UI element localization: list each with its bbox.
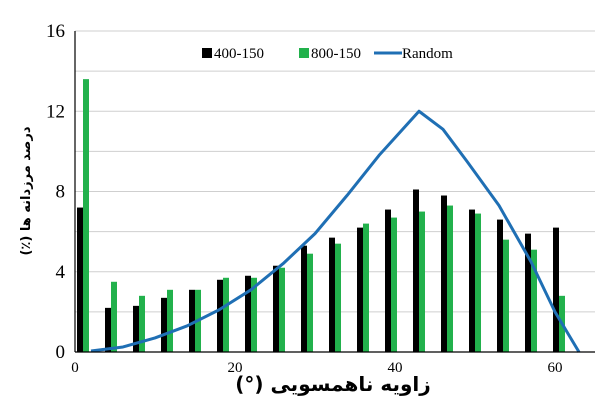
y-axis-label: درصد مرزدانه ها (٪) bbox=[19, 126, 34, 255]
y-tick-label: 8 bbox=[56, 182, 66, 203]
bar-400-150-13 bbox=[441, 195, 447, 352]
bar-400-150-17 bbox=[553, 227, 559, 352]
bar-400-150-3 bbox=[161, 297, 167, 352]
bar-800-150-14 bbox=[475, 213, 481, 352]
bar-400-150-12 bbox=[413, 189, 419, 352]
bar-800-150-11 bbox=[391, 217, 397, 352]
axes bbox=[74, 31, 595, 353]
bar-800-150-1 bbox=[111, 281, 117, 352]
bar-400-150-1 bbox=[105, 307, 111, 352]
y-tick-label: 4 bbox=[56, 262, 66, 283]
bar-400-150-5 bbox=[217, 279, 223, 352]
bar-400-150-2 bbox=[133, 305, 139, 352]
bar-400-150-9 bbox=[329, 237, 335, 352]
bar-800-150-2 bbox=[139, 295, 145, 352]
legend-swatch-400-150 bbox=[202, 48, 212, 58]
y-tick-label: 12 bbox=[46, 101, 65, 122]
lines-layer bbox=[90, 109, 581, 353]
bar-400-150-6 bbox=[245, 275, 251, 352]
bar-800-150-7 bbox=[279, 267, 285, 352]
tick-labels: 0 4 8 12 16 0 20 40 60 bbox=[46, 21, 563, 376]
bar-400-150-4 bbox=[189, 289, 195, 352]
bar-800-150-13 bbox=[447, 205, 453, 352]
x-tick-label: 60 bbox=[548, 360, 563, 376]
legend-label-800-150: 800-150 bbox=[311, 46, 361, 62]
bar-400-150-14 bbox=[469, 209, 475, 352]
x-axis-label: زاویه ناهمسویی (°) bbox=[235, 372, 431, 396]
gridlines bbox=[75, 30, 595, 313]
bars-layer bbox=[77, 79, 565, 353]
legend-swatch-800-150 bbox=[299, 48, 309, 58]
bar-400-150-7 bbox=[273, 265, 279, 352]
x-tick-label: 20 bbox=[228, 360, 243, 376]
bar-400-150-0 bbox=[77, 207, 83, 352]
bar-800-150-5 bbox=[223, 277, 229, 352]
bar-800-150-0 bbox=[83, 79, 89, 353]
bar-800-150-15 bbox=[503, 239, 509, 352]
line-Random bbox=[90, 109, 581, 353]
bar-800-150-6 bbox=[251, 277, 257, 352]
bar-800-150-10 bbox=[363, 223, 369, 352]
bar-400-150-10 bbox=[357, 227, 363, 352]
bar-800-150-9 bbox=[335, 243, 341, 352]
bar-400-150-11 bbox=[385, 209, 391, 352]
x-tick-label: 40 bbox=[388, 360, 403, 376]
legend-label-Random: Random bbox=[402, 46, 453, 62]
legend-label-400-150: 400-150 bbox=[214, 46, 264, 62]
bar-800-150-16 bbox=[531, 249, 537, 352]
y-tick-label: 0 bbox=[56, 342, 66, 363]
bar-400-150-15 bbox=[497, 219, 503, 352]
bar-800-150-12 bbox=[419, 211, 425, 352]
bar-400-150-16 bbox=[525, 233, 531, 352]
y-tick-label: 16 bbox=[46, 21, 65, 42]
bar-800-150-3 bbox=[167, 289, 173, 352]
bar-800-150-8 bbox=[307, 253, 313, 352]
x-tick-label: 0 bbox=[71, 360, 79, 376]
bar-400-150-8 bbox=[301, 245, 307, 352]
legend: 400-150 800-150 Random bbox=[202, 46, 453, 62]
